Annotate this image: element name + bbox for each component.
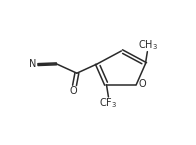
- Text: N: N: [29, 59, 36, 69]
- Text: O: O: [70, 86, 77, 96]
- Text: O: O: [139, 79, 146, 89]
- Text: CF$_3$: CF$_3$: [99, 97, 118, 110]
- Text: CH$_3$: CH$_3$: [138, 38, 158, 52]
